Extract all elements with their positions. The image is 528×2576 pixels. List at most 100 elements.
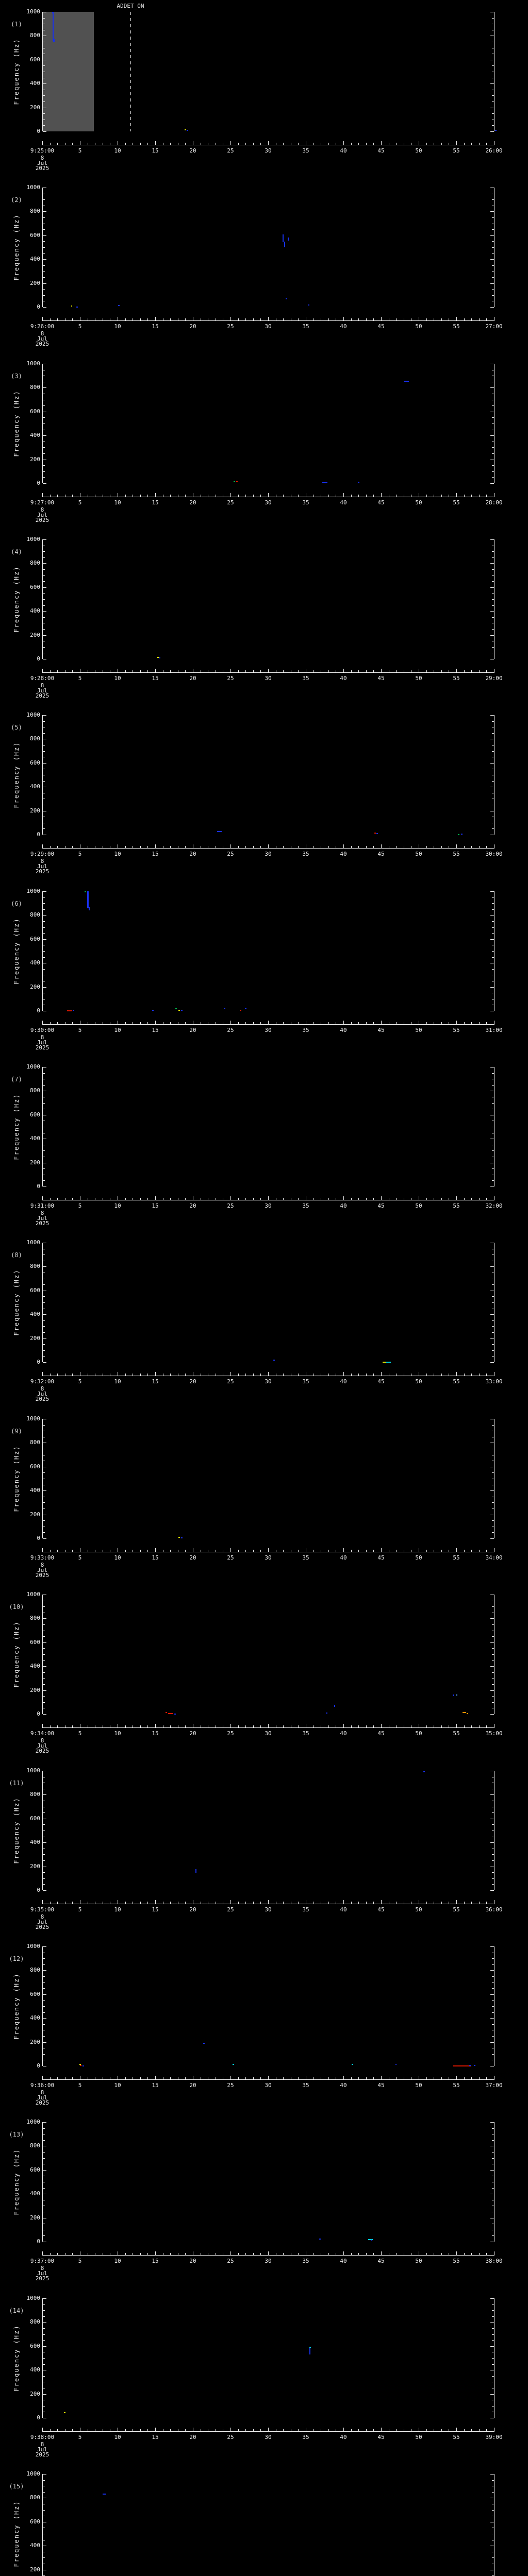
x-axis-tick — [238, 318, 239, 320]
x-axis-tick — [42, 1196, 43, 1200]
x-axis-tick — [441, 670, 442, 672]
y-axis-tick — [43, 1490, 46, 1491]
y-axis-tick — [43, 1884, 45, 1885]
right-axis-tick — [492, 1660, 494, 1661]
x-axis-tick — [50, 318, 51, 320]
y-axis-label: Frequency (Hz) — [13, 214, 20, 281]
x-axis-tick — [147, 143, 148, 145]
x-tick-label: 40 — [340, 323, 347, 330]
x-axis-tick — [351, 2077, 352, 2079]
y-tick-label: 400 — [30, 256, 40, 262]
y-axis-tick — [43, 2346, 46, 2347]
x-axis-tick — [50, 2429, 51, 2431]
x-tick-label: 15 — [152, 1906, 159, 1913]
spectral-event-mark — [308, 304, 309, 306]
right-axis-tick — [492, 2557, 494, 2558]
x-axis-tick — [245, 1374, 246, 1376]
right-axis-tick — [490, 1970, 494, 1971]
right-axis-tick — [492, 897, 494, 898]
x-axis-tick — [57, 2429, 58, 2431]
x-axis-tick — [57, 846, 58, 848]
date-label: Jul — [37, 1391, 47, 1397]
y-axis-tick — [43, 2012, 45, 2013]
spectrogram-panel: (5) Frequency (Hz) 0 200 400 600 800 1000 9:29:0… — [0, 703, 528, 879]
x-tick-label: 35 — [302, 323, 309, 330]
x-axis-tick — [230, 1372, 231, 1376]
spectral-event-mark — [368, 2239, 373, 2240]
x-axis-tick — [155, 2076, 156, 2079]
x-axis-tick — [268, 2076, 269, 2079]
x-axis-tick — [57, 1550, 58, 1552]
y-tick-label: 0 — [37, 655, 40, 662]
right-axis-tick — [492, 247, 494, 248]
x-axis-tick — [426, 143, 427, 145]
right-axis-tick — [492, 1884, 494, 1885]
spectral-event-mark — [118, 305, 120, 306]
y-axis — [42, 188, 43, 307]
y-axis-tick — [43, 1964, 45, 1965]
x-axis-tick — [373, 2253, 374, 2255]
addet-on-marker-label: ADDET_ON — [117, 3, 144, 9]
x-axis-tick — [140, 1198, 141, 1200]
x-axis-tick — [260, 2253, 261, 2255]
y-tick-label: 200 — [30, 807, 40, 814]
y-axis-tick — [43, 2018, 46, 2019]
x-axis-tick — [471, 1725, 472, 1727]
spectral-event-mark — [334, 1705, 335, 1707]
y-axis-label: Frequency (Hz) — [13, 2148, 20, 2215]
x-tick-label: 35 — [302, 2258, 309, 2264]
x-tick-label: 25 — [227, 1027, 234, 1033]
y-tick-label: 600 — [30, 1463, 40, 1470]
spectral-event-mark — [469, 2065, 471, 2066]
y-axis-tick — [43, 453, 45, 454]
x-axis-tick — [253, 2253, 254, 2255]
x-tick-label: 5 — [78, 2434, 82, 2441]
x-axis-tick — [343, 2428, 344, 2431]
right-axis-tick — [492, 781, 494, 782]
right-axis-tick — [492, 1672, 494, 1673]
x-axis — [42, 1727, 494, 1728]
x-axis-tick — [381, 2428, 382, 2431]
y-axis-tick — [43, 199, 45, 200]
x-axis-tick — [245, 1550, 246, 1552]
x-axis-tick — [245, 495, 246, 497]
spectral-event-mark — [178, 1537, 180, 1538]
y-tick-label: 200 — [30, 2039, 40, 2045]
spectral-event-mark — [453, 2065, 471, 2066]
x-axis-tick — [170, 670, 171, 672]
spectrogram-panel: (14) Frequency (Hz) 0 200 400 600 800 1000 9:38:… — [0, 2286, 528, 2462]
x-axis-tick — [298, 1902, 299, 1904]
x-axis-tick — [268, 141, 269, 145]
x-tick-label: 15 — [152, 2258, 159, 2264]
x-tick-label: 55 — [453, 2434, 460, 2441]
y-tick-label: 600 — [30, 232, 40, 239]
y-axis-tick — [43, 1824, 45, 1825]
spectral-event-mark — [283, 234, 284, 242]
right-axis-tick — [490, 1618, 494, 1619]
y-axis-tick — [43, 1356, 45, 1357]
x-axis-tick — [479, 1725, 480, 1727]
y-tick-label: 600 — [30, 1111, 40, 1118]
x-tick-label: 50 — [415, 2258, 422, 2264]
x-axis-tick — [185, 1725, 186, 1727]
y-tick-label: 400 — [30, 432, 40, 438]
y-tick-label: 800 — [30, 911, 40, 918]
x-axis-tick — [351, 143, 352, 145]
y-axis-tick — [43, 265, 45, 266]
x-tick-label: 40 — [340, 851, 347, 857]
right-axis-tick — [490, 763, 494, 764]
y-axis-tick — [43, 217, 45, 218]
x-axis-tick — [72, 1198, 73, 1200]
x-tick-label: 15 — [152, 675, 159, 682]
x-end-time-label: 33:00 — [485, 1378, 503, 1385]
x-axis-tick — [441, 1902, 442, 1904]
x-axis-tick — [328, 2077, 329, 2079]
right-axis-tick — [492, 1654, 494, 1655]
y-axis-tick — [43, 1654, 45, 1655]
x-axis-tick — [185, 143, 186, 145]
x-axis-tick — [358, 495, 359, 497]
x-tick-label: 15 — [152, 2082, 159, 2089]
panel-index-label: (5) — [11, 724, 22, 731]
spectral-event-mark — [309, 2348, 310, 2354]
x-axis-tick — [358, 2077, 359, 2079]
